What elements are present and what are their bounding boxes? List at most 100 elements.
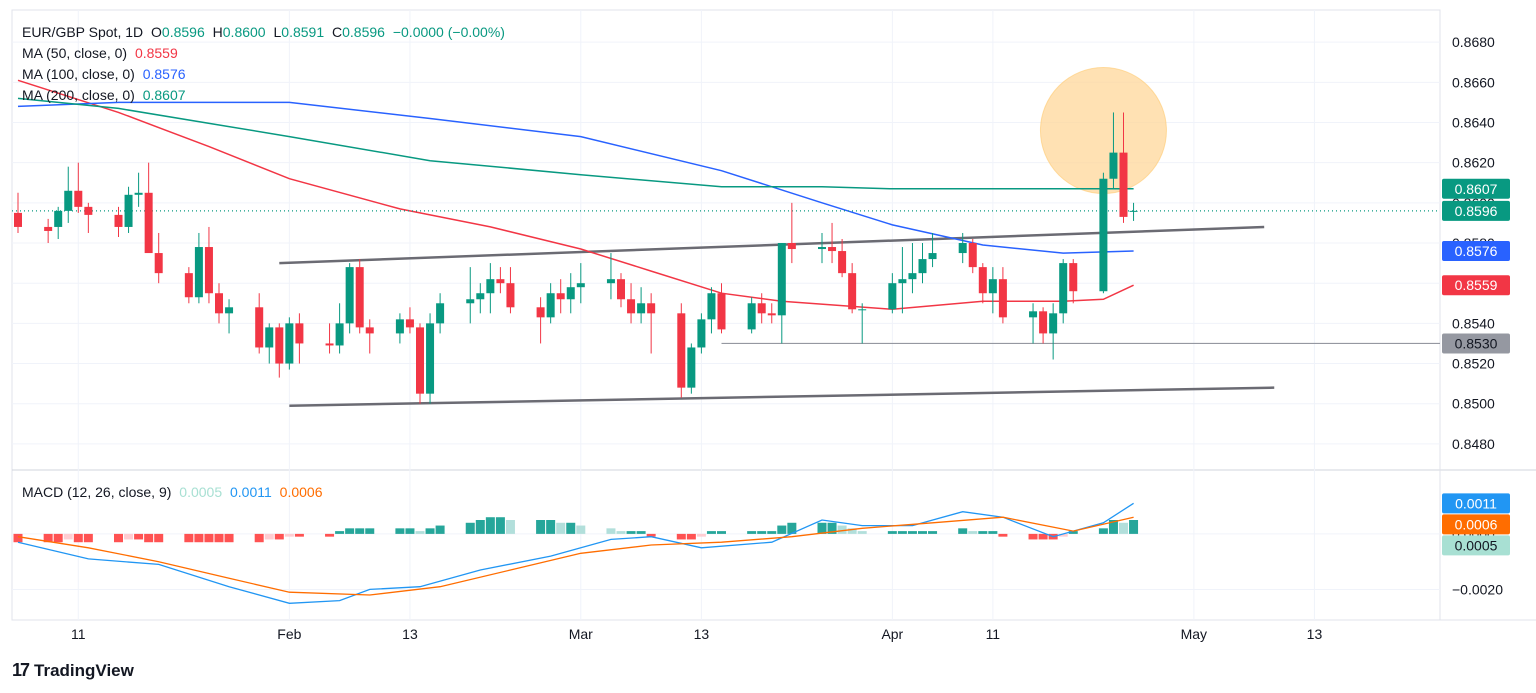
candle	[617, 273, 625, 308]
candle-body	[818, 247, 826, 250]
candle	[506, 267, 515, 314]
candle	[637, 287, 646, 324]
candle-body	[556, 293, 565, 300]
candle	[858, 303, 867, 344]
macd-histogram-bar	[124, 533, 134, 540]
macd-histogram-bar	[837, 525, 847, 534]
candle	[204, 226, 213, 304]
candle-body	[1039, 311, 1048, 334]
ma100-legend: MA (100, close, 0) 0.8576	[22, 66, 190, 82]
candle	[647, 293, 656, 354]
time-tick-label: 11	[71, 626, 86, 642]
ma50-value: 0.8559	[134, 45, 178, 61]
candle	[697, 313, 706, 354]
macd-histogram-bar	[536, 520, 546, 534]
candle-body	[968, 243, 977, 268]
macd-histogram-bar	[827, 522, 837, 534]
macd-histogram-bar	[194, 533, 204, 543]
macd-histogram-bar	[817, 522, 827, 534]
candle	[74, 162, 83, 213]
moving-average-line	[17, 97, 1134, 190]
price-tag: 0.8530	[1442, 333, 1510, 354]
macd-histogram-bar	[495, 517, 505, 534]
candle-body	[848, 273, 857, 310]
macd-histogram-bar	[777, 525, 787, 534]
price-tick-label: 0.8480	[1452, 436, 1495, 452]
price-tick-label: 0.8680	[1452, 34, 1495, 50]
candle-body	[365, 327, 374, 334]
ohlc-open: O0.8596	[151, 24, 205, 40]
macd-histogram-bar	[706, 531, 716, 534]
candle	[717, 283, 726, 334]
macd-histogram-bar	[998, 533, 1008, 537]
candle-body	[606, 279, 615, 284]
macd-tag-text: 0.0006	[1455, 516, 1498, 532]
candle-body	[64, 190, 73, 211]
macd-tag-box	[1442, 493, 1510, 514]
price-tag: 0.8559	[1442, 275, 1510, 296]
macd-histogram-bar	[887, 531, 897, 534]
macd-histogram-bar	[73, 533, 83, 543]
candle	[988, 267, 997, 314]
price-tick-label: 0.8500	[1452, 396, 1495, 412]
candle-body	[275, 327, 284, 364]
candle	[898, 247, 907, 314]
macd-histogram-bar	[988, 531, 998, 534]
macd-histogram-bar	[978, 531, 988, 534]
candle	[365, 319, 374, 354]
candle-body	[697, 319, 706, 348]
candle	[556, 279, 565, 314]
candle	[114, 206, 123, 237]
candle	[64, 166, 73, 223]
macd-tag-box	[1442, 535, 1510, 556]
macd-histogram-bar	[415, 531, 425, 534]
candle	[124, 186, 133, 233]
candle-body	[1109, 152, 1118, 179]
macd-tag: 0.0005	[1442, 535, 1510, 556]
candle-body	[777, 243, 786, 316]
time-tick-label: Mar	[569, 626, 593, 642]
tradingview-brand[interactable]: 17 TradingView	[12, 660, 134, 681]
candle-body	[506, 283, 515, 308]
candle-body	[295, 323, 304, 344]
candle	[828, 222, 837, 264]
macd-histogram-bar	[897, 531, 907, 534]
candle	[838, 238, 847, 278]
macd-histogram-bar	[53, 533, 63, 543]
candle-body	[988, 279, 997, 294]
time-tick-label: 11	[986, 626, 1001, 642]
time-tick-label: 13	[694, 626, 710, 642]
candle	[154, 232, 163, 284]
candle	[496, 267, 505, 294]
plot-frame	[11, 9, 1441, 621]
candle	[134, 172, 143, 207]
candle-body	[828, 247, 837, 252]
candle-body	[436, 303, 445, 324]
candle	[194, 232, 203, 304]
macd-tag: 0.0006	[1442, 514, 1510, 535]
candle	[707, 287, 716, 334]
price-tag-text: 0.8530	[1455, 335, 1498, 351]
macd-histogram-bar	[958, 528, 968, 534]
macd-histogram-bar	[425, 528, 435, 534]
candle-body	[1059, 263, 1068, 314]
macd-histogram-bar	[546, 520, 556, 534]
symbol-legend: EUR/GBP Spot, 1D O0.8596 H0.8600 L0.8591…	[22, 24, 509, 40]
candle-body	[627, 299, 636, 314]
candle-body	[908, 273, 917, 280]
candle-body	[1069, 263, 1078, 292]
candle	[416, 323, 424, 404]
moving-average-line	[17, 79, 1134, 311]
candle-body	[677, 313, 686, 388]
candle-body	[54, 210, 63, 227]
candle-body	[426, 323, 435, 394]
macd-histogram-bar	[556, 522, 566, 534]
macd-histogram-bar	[576, 525, 586, 534]
candle	[536, 297, 545, 344]
macd-histogram-bar	[365, 528, 375, 534]
candle	[225, 299, 234, 334]
price-tick-label: 0.8620	[1452, 155, 1495, 171]
macd-histogram-bar	[747, 531, 757, 534]
candle	[215, 283, 223, 324]
